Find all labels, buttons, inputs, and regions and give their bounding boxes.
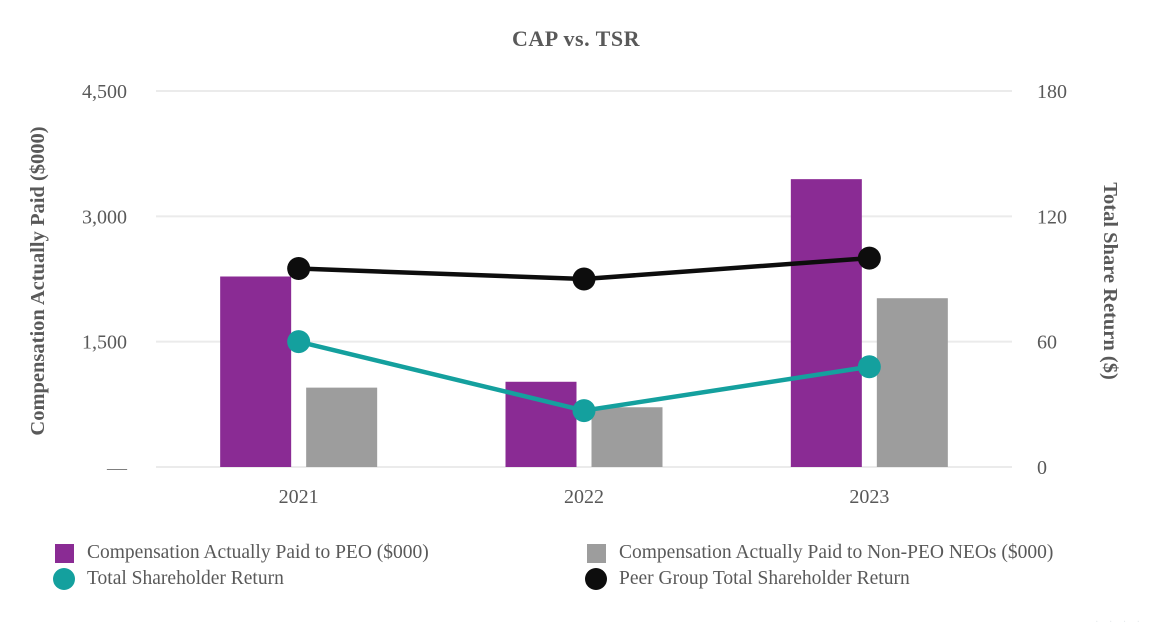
legend-column: Compensation Actually Paid to PEO ($000)… (53, 540, 429, 592)
legend-column: Compensation Actually Paid to Non-PEO NE… (585, 540, 1053, 592)
left-axis-tick-label: 3,000 (82, 206, 127, 228)
peo-cap-bar (790, 179, 862, 467)
x-axis-tick-label: 2022 (564, 486, 604, 508)
peer-tsr-point (857, 246, 881, 270)
left-axis-title: Compensation Actually Paid ($000) (27, 126, 49, 435)
legend-circle-marker (585, 568, 607, 590)
legend-item: Peer Group Total Shareholder Return (585, 566, 1053, 592)
peer-tsr-point (572, 267, 596, 291)
right-axis-tick-label: 0 (1037, 457, 1047, 479)
legend-label: Total Shareholder Return (87, 568, 284, 589)
legend-item: Total Shareholder Return (53, 566, 429, 592)
legend-square-marker (587, 543, 606, 563)
right-axis-title: Total Share Return ($) (1099, 182, 1121, 380)
left-axis-tick-label: — (106, 457, 128, 479)
right-axis-tick-label: 120 (1037, 206, 1067, 228)
legend-circle-marker (53, 568, 75, 590)
legend-label: Peer Group Total Shareholder Return (619, 568, 910, 589)
tsr-point (857, 355, 881, 379)
right-axis-tick-label: 60 (1037, 332, 1057, 354)
legend-label: Compensation Actually Paid to PEO ($000) (87, 542, 429, 563)
peo-cap-bar (220, 276, 292, 467)
faint-dots: · · · · (1095, 617, 1144, 628)
left-axis-tick-label: 4,500 (82, 81, 127, 103)
peer-tsr-point (287, 257, 311, 281)
legend-item: Compensation Actually Paid to Non-PEO NE… (587, 540, 1053, 566)
left-axis-tick-label: 1,500 (82, 332, 127, 354)
chart-title: CAP vs. TSR (512, 26, 640, 51)
right-axis-tick-label: 180 (1037, 81, 1067, 103)
x-axis-tick-label: 2023 (849, 486, 889, 508)
legend-label: Compensation Actually Paid to Non-PEO NE… (619, 542, 1054, 563)
nonpeo-cap-bar (591, 407, 663, 467)
tsr-point (287, 330, 311, 354)
legend-square-marker (55, 543, 74, 563)
nonpeo-cap-bar (306, 387, 378, 467)
tsr-point (572, 399, 596, 423)
legend-item: Compensation Actually Paid to PEO ($000) (55, 540, 429, 566)
nonpeo-cap-bar (876, 298, 948, 467)
x-axis-tick-label: 2021 (279, 486, 319, 508)
